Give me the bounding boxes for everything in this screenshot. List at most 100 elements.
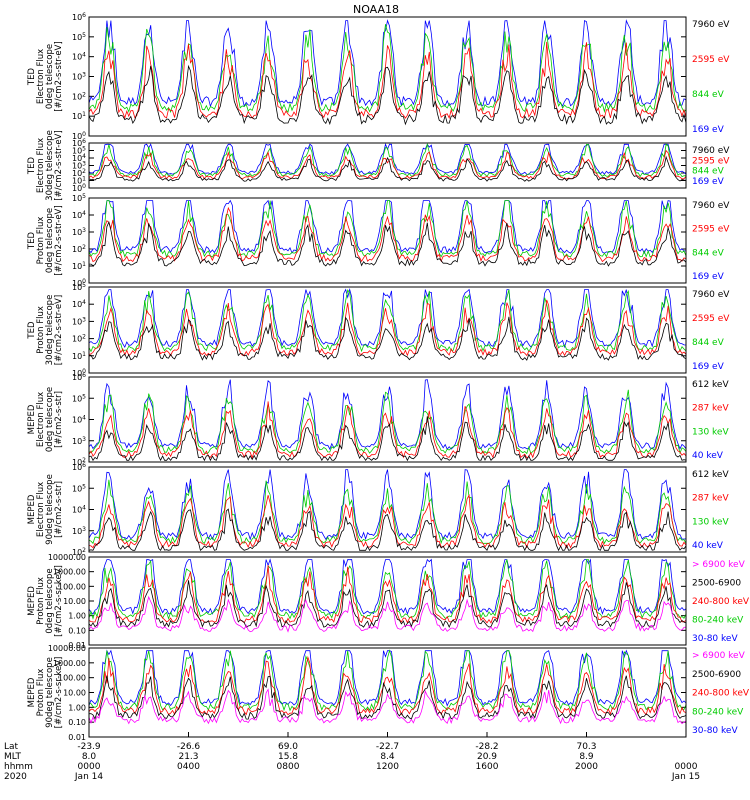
ylabel-line: TED xyxy=(27,156,37,175)
ylabel-line: MEPED xyxy=(27,586,37,616)
legend-entry: 169 eV xyxy=(692,362,725,372)
ytick-label: 100 xyxy=(72,183,86,193)
legend-entry: 2595 eV xyxy=(692,55,730,65)
xaxis-row-label: MLT xyxy=(4,752,22,762)
series-trace xyxy=(89,200,686,259)
series-trace xyxy=(89,493,686,549)
series-trace xyxy=(89,155,686,182)
ylabel-line: [#/cm2-s-str-eV] xyxy=(54,295,64,365)
ytick-label: 105 xyxy=(72,282,86,292)
ylabel-line: TED xyxy=(27,321,37,340)
ylabel-line: Proton Flux xyxy=(36,577,46,625)
legend-entry: 169 eV xyxy=(692,125,725,135)
ylabel-line: 0deg telescope xyxy=(45,208,55,273)
xaxis-tick-label: 0400 xyxy=(177,762,200,772)
series-trace xyxy=(89,675,686,720)
xaxis-tick-label: 1200 xyxy=(376,762,399,772)
ytick-label: 101 xyxy=(72,176,86,186)
legend-entry: 2500-6900 xyxy=(692,579,741,589)
ylabel-line: Proton Flux xyxy=(36,306,46,354)
legend-entry: 844 eV xyxy=(692,167,725,177)
xaxis-row-label: hhmm xyxy=(4,762,33,772)
legend-entry: 40 keV xyxy=(692,541,724,551)
legend-entry: 844 eV xyxy=(692,90,725,100)
legend-entry: 287 keV xyxy=(692,404,729,414)
series-trace xyxy=(89,565,686,624)
series-trace xyxy=(89,220,686,267)
legend-entry: 40 keV xyxy=(692,451,724,461)
xaxis-tick-label: 1600 xyxy=(476,762,499,772)
ytick-label: 103 xyxy=(72,161,86,171)
ytick-label: 100.00 xyxy=(58,582,86,591)
ytick-label: 10.00 xyxy=(63,689,86,698)
ylabel-line: [#/cm2-s-str] xyxy=(54,481,64,538)
ylabel-line: Electron Flux xyxy=(36,482,46,537)
xaxis-tick-label: 21.3 xyxy=(178,752,198,762)
xaxis-tick-label: 8.4 xyxy=(380,752,395,762)
legend-entry: 130 keV xyxy=(692,427,729,437)
xaxis-tick-label: Jan 14 xyxy=(74,772,103,782)
series-trace xyxy=(89,688,686,725)
ytick-label: 104 xyxy=(72,52,86,62)
legend-entry: 2595 eV xyxy=(692,314,730,324)
xaxis-tick-label: 69.0 xyxy=(278,742,298,752)
series-trace xyxy=(89,580,686,629)
xaxis-tick-label: -28.2 xyxy=(475,742,498,752)
ytick-label: 0.01 xyxy=(68,641,86,650)
xaxis-tick-label: 0800 xyxy=(277,762,300,772)
ytick-label: 102 xyxy=(72,168,86,178)
xaxis-tick-label: 8.9 xyxy=(579,752,594,762)
ylabel-line: [#/cm2-s-str-eV] xyxy=(54,205,64,275)
xaxis-tick-label: -26.6 xyxy=(177,742,201,752)
legend-entry: 30-80 keV xyxy=(692,634,738,644)
xaxis-tick-label: 2000 xyxy=(575,762,598,772)
xaxis-tick-label: 15.8 xyxy=(278,752,298,762)
ylabel-line: TED xyxy=(27,67,37,86)
ylabel-line: TED xyxy=(27,231,37,250)
panel-4: 100 101 102 103 104 105 TED Proton Flux 30deg te… xyxy=(27,282,730,378)
ylabel-line: [#/cm2-s-sr-keV] xyxy=(54,657,64,729)
ylabel-line: MEPED xyxy=(27,494,37,524)
legend-entry: > 6900 keV xyxy=(692,560,746,570)
ylabel-line: [#/cm2-s-sr-keV] xyxy=(54,565,64,637)
legend-entry: 612 keV xyxy=(692,380,729,390)
panel-5: 102 103 104 105 106 MEPED Electron Flux 0deg te… xyxy=(27,372,729,467)
ytick-label: 10000.00 xyxy=(48,553,86,562)
ytick-label: 10.00 xyxy=(63,597,86,606)
ylabel-line: 90deg telescope xyxy=(45,657,55,728)
legend-entry: 287 keV xyxy=(692,494,729,504)
legend-entry: 130 keV xyxy=(692,517,729,527)
legend-entry: 7960 eV xyxy=(692,290,730,300)
xaxis-tick-label: 20.9 xyxy=(477,752,497,762)
series-trace xyxy=(89,559,686,620)
ytick-label: 102 xyxy=(72,547,86,557)
ytick-label: 101 xyxy=(72,111,86,121)
legend-entry: 2595 eV xyxy=(692,156,730,166)
xaxis-tick-label: 0000 xyxy=(675,762,698,772)
ytick-label: 100.00 xyxy=(58,674,86,683)
ylabel-line: [#/cm2-s-str-eV] xyxy=(54,41,64,111)
legend-entry: 169 eV xyxy=(692,272,725,282)
series-trace xyxy=(89,595,686,633)
legend-entry: 7960 eV xyxy=(692,146,730,156)
ytick-label: 106 xyxy=(72,138,86,148)
legend-entry: 2500-6900 xyxy=(692,670,741,680)
ylabel-line: Proton Flux xyxy=(36,669,46,717)
series-trace xyxy=(89,289,686,353)
xaxis-tick-label: 0000 xyxy=(78,762,101,772)
ytick-label: 104 xyxy=(72,505,86,515)
series-trace xyxy=(89,299,686,357)
legend-entry: 240-800 keV xyxy=(692,689,750,699)
legend-entry: 844 eV xyxy=(692,248,725,258)
ytick-label: 0.01 xyxy=(68,733,86,742)
ytick-label: 104 xyxy=(72,299,86,309)
ytick-label: 0.10 xyxy=(68,718,86,727)
ylabel-line: 0deg telescope xyxy=(45,568,55,633)
legend-entry: 169 eV xyxy=(692,177,725,187)
ytick-label: 1.00 xyxy=(68,612,86,621)
ylabel-line: [#/cm2-s-str] xyxy=(54,391,64,448)
ylabel-line: 90deg telescope xyxy=(45,474,55,545)
ytick-label: 104 xyxy=(72,415,86,425)
ytick-label: 101 xyxy=(72,261,86,271)
series-trace xyxy=(89,143,686,178)
